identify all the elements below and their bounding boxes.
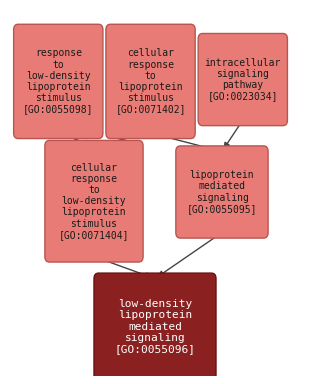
FancyBboxPatch shape [176, 146, 268, 238]
Text: response
to
low-density
lipoprotein
stimulus
[GO:0055098]: response to low-density lipoprotein stim… [23, 48, 94, 114]
FancyBboxPatch shape [94, 273, 216, 380]
Text: intracellular
signaling
pathway
[GO:0023034]: intracellular signaling pathway [GO:0023… [205, 58, 281, 101]
Text: lipoprotein
mediated
signaling
[GO:0055095]: lipoprotein mediated signaling [GO:00550… [187, 170, 257, 214]
FancyBboxPatch shape [14, 24, 103, 139]
FancyBboxPatch shape [106, 24, 195, 139]
FancyBboxPatch shape [45, 141, 143, 262]
Text: cellular
response
to
low-density
lipoprotein
stimulus
[GO:0071404]: cellular response to low-density lipopro… [59, 162, 129, 240]
Text: low-density
lipoprotein
mediated
signaling
[GO:0055096]: low-density lipoprotein mediated signali… [114, 299, 196, 354]
FancyBboxPatch shape [198, 33, 287, 126]
Text: cellular
response
to
lipoprotein
stimulus
[GO:0071402]: cellular response to lipoprotein stimulu… [115, 48, 186, 114]
